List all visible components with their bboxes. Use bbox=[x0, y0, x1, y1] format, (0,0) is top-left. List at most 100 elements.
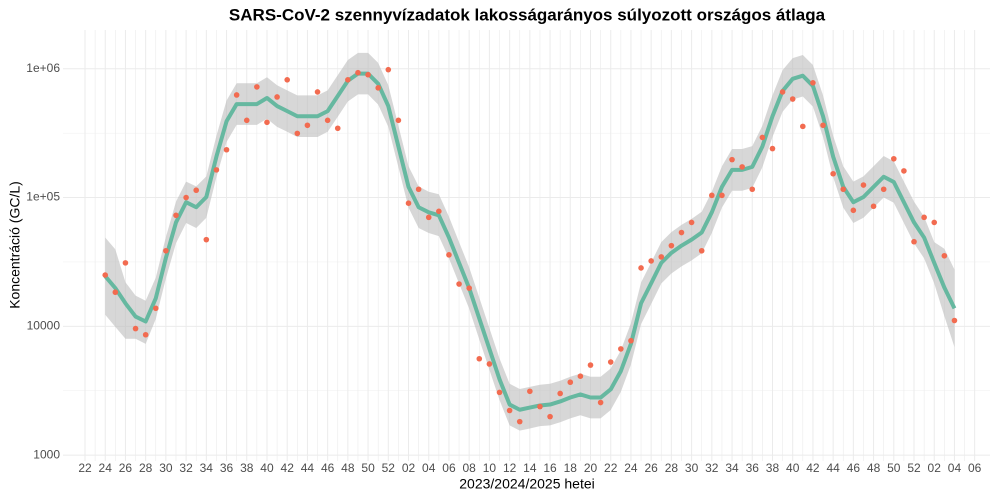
chart-title: SARS-CoV-2 szennyvízadatok lakosságarány… bbox=[229, 5, 826, 24]
data-point bbox=[466, 285, 472, 291]
data-point bbox=[355, 69, 361, 76]
data-point bbox=[436, 208, 442, 215]
data-point bbox=[365, 71, 371, 78]
x-tick-label: 16 bbox=[543, 461, 557, 475]
x-tick-label: 14 bbox=[523, 461, 537, 475]
x-tick-label: 44 bbox=[301, 461, 315, 475]
x-tick-label: 04 bbox=[948, 461, 962, 475]
data-point bbox=[243, 117, 250, 124]
data-point bbox=[789, 96, 796, 102]
data-point bbox=[850, 207, 857, 214]
data-point bbox=[931, 219, 938, 226]
data-point bbox=[678, 229, 685, 236]
x-tick-label: 22 bbox=[604, 461, 618, 475]
data-point bbox=[496, 389, 503, 396]
data-point bbox=[749, 186, 756, 193]
data-point bbox=[911, 238, 917, 245]
data-point bbox=[152, 305, 159, 312]
data-point bbox=[486, 361, 493, 367]
data-point bbox=[516, 418, 523, 425]
x-tick-label: 44 bbox=[826, 461, 840, 475]
data-point bbox=[830, 170, 836, 177]
x-tick-label: 24 bbox=[624, 461, 638, 475]
x-axis-title: 2023/2024/2025 hetei bbox=[459, 476, 594, 492]
x-tick-label: 04 bbox=[422, 461, 436, 475]
x-tick-label: 26 bbox=[119, 461, 133, 475]
data-point bbox=[122, 260, 129, 266]
x-tick-label: 48 bbox=[867, 461, 881, 475]
x-tick-label: 46 bbox=[847, 461, 861, 475]
data-point bbox=[557, 390, 563, 397]
data-point bbox=[810, 80, 816, 86]
y-tick-label: 10000 bbox=[27, 318, 61, 332]
data-point bbox=[759, 134, 766, 141]
data-point bbox=[860, 182, 867, 188]
data-point bbox=[132, 325, 139, 332]
x-tick-label: 32 bbox=[179, 461, 193, 475]
data-point bbox=[304, 122, 311, 129]
data-point bbox=[274, 94, 280, 100]
data-point bbox=[233, 92, 240, 98]
data-point bbox=[941, 252, 948, 259]
x-tick-label: 52 bbox=[907, 461, 921, 475]
x-tick-label: 50 bbox=[361, 461, 375, 475]
x-tick-label: 36 bbox=[220, 461, 234, 475]
data-point bbox=[254, 84, 260, 90]
x-tick-label: 20 bbox=[584, 461, 598, 475]
data-point bbox=[345, 76, 351, 83]
data-point bbox=[405, 200, 412, 206]
x-tick-label: 10 bbox=[483, 461, 497, 475]
data-point bbox=[709, 192, 715, 199]
data-point bbox=[324, 117, 331, 124]
data-point bbox=[385, 66, 392, 73]
data-point bbox=[102, 272, 109, 278]
x-tick-label: 22 bbox=[78, 461, 92, 475]
x-tick-label: 48 bbox=[341, 461, 355, 475]
x-tick-label: 50 bbox=[887, 461, 901, 475]
data-point bbox=[769, 145, 776, 152]
data-point bbox=[537, 403, 543, 410]
y-tick-label: 1e+06 bbox=[26, 61, 60, 75]
data-point bbox=[415, 186, 422, 193]
data-point bbox=[891, 155, 897, 162]
data-point bbox=[638, 265, 644, 271]
data-point bbox=[506, 407, 513, 414]
x-tick-label: 42 bbox=[806, 461, 820, 475]
data-point bbox=[587, 362, 594, 368]
x-tick-label: 24 bbox=[99, 461, 113, 475]
data-point bbox=[880, 186, 887, 193]
data-point bbox=[668, 242, 675, 249]
data-point bbox=[719, 192, 725, 199]
x-tick-label: 02 bbox=[928, 461, 942, 475]
data-point bbox=[951, 317, 958, 324]
data-point bbox=[567, 379, 574, 386]
data-point bbox=[334, 125, 341, 132]
data-point bbox=[820, 122, 826, 129]
data-point bbox=[203, 236, 210, 243]
x-tick-label: 06 bbox=[442, 461, 456, 475]
data-point bbox=[840, 186, 847, 193]
data-point bbox=[213, 167, 220, 173]
y-axis-title: Koncentráció (GC/L) bbox=[7, 181, 23, 309]
data-point bbox=[658, 254, 665, 260]
data-point bbox=[142, 331, 149, 338]
data-point bbox=[264, 119, 270, 126]
data-point bbox=[284, 76, 291, 83]
data-point bbox=[223, 146, 230, 153]
x-tick-label: 28 bbox=[139, 461, 153, 475]
y-tick-label: 1000 bbox=[33, 447, 60, 461]
data-point bbox=[456, 281, 462, 287]
x-tick-label: 12 bbox=[503, 461, 517, 475]
data-point bbox=[112, 289, 119, 296]
data-point bbox=[739, 164, 745, 170]
data-point bbox=[628, 337, 634, 344]
x-tick-label: 40 bbox=[260, 461, 274, 475]
x-tick-label: 34 bbox=[200, 461, 214, 475]
data-point bbox=[314, 89, 321, 95]
data-point bbox=[577, 373, 584, 379]
x-tick-label: 52 bbox=[382, 461, 396, 475]
data-point bbox=[294, 130, 301, 137]
x-tick-label: 38 bbox=[766, 461, 780, 475]
data-point bbox=[193, 187, 200, 194]
data-point bbox=[729, 156, 735, 163]
